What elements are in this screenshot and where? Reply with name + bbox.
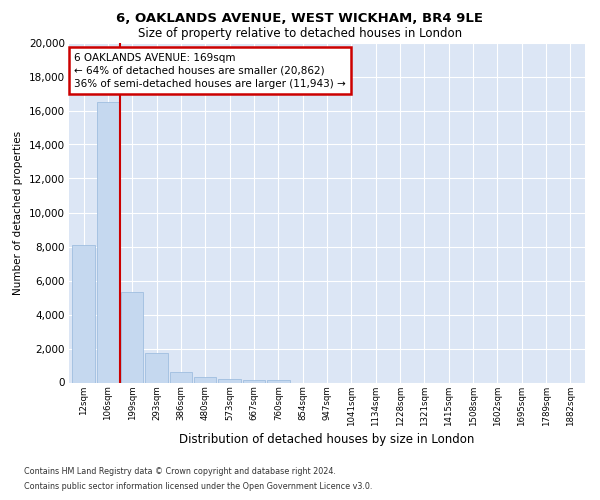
Bar — [218, 380, 241, 382]
Bar — [97, 102, 119, 382]
Text: Size of property relative to detached houses in London: Size of property relative to detached ho… — [138, 28, 462, 40]
Text: Contains HM Land Registry data © Crown copyright and database right 2024.: Contains HM Land Registry data © Crown c… — [24, 467, 336, 476]
Text: Contains public sector information licensed under the Open Government Licence v3: Contains public sector information licen… — [24, 482, 373, 491]
X-axis label: Distribution of detached houses by size in London: Distribution of detached houses by size … — [179, 432, 475, 446]
Y-axis label: Number of detached properties: Number of detached properties — [13, 130, 23, 294]
Text: 6, OAKLANDS AVENUE, WEST WICKHAM, BR4 9LE: 6, OAKLANDS AVENUE, WEST WICKHAM, BR4 9L… — [116, 12, 484, 26]
Bar — [145, 353, 168, 382]
Text: 6 OAKLANDS AVENUE: 169sqm
← 64% of detached houses are smaller (20,862)
36% of s: 6 OAKLANDS AVENUE: 169sqm ← 64% of detac… — [74, 52, 346, 89]
Bar — [267, 380, 290, 382]
Bar — [73, 245, 95, 382]
Bar — [194, 377, 217, 382]
Bar — [121, 292, 143, 382]
Bar — [243, 380, 265, 382]
Bar — [170, 372, 192, 382]
